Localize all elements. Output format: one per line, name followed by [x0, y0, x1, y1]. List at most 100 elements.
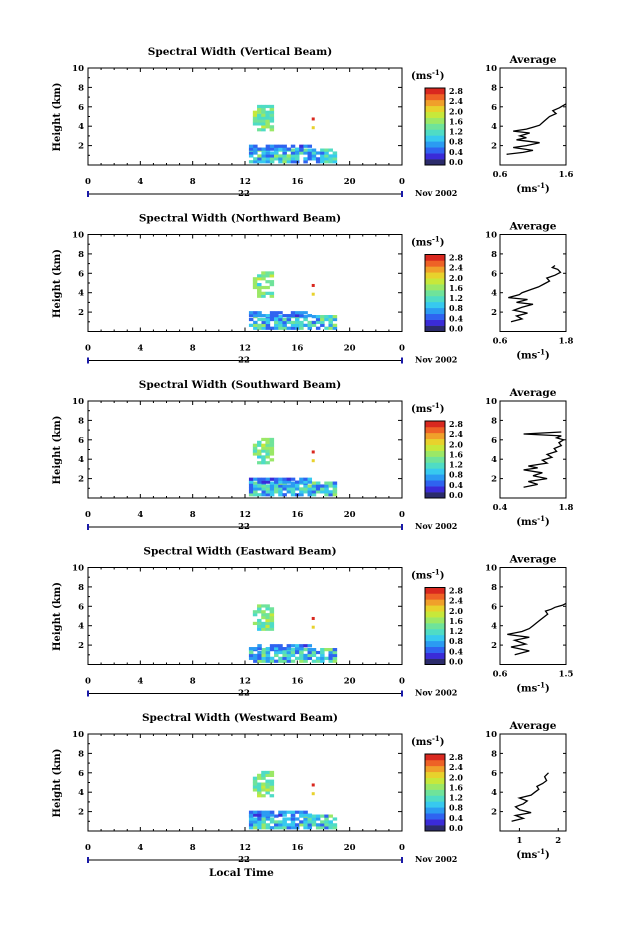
panel-3: Spectral Width (Eastward Beam) 2 4 6 8 10 0 4 8 1…	[52, 546, 573, 699]
echo-cell	[278, 647, 283, 651]
echo-cell	[303, 317, 308, 322]
echo-cell	[253, 151, 258, 155]
echo-dot	[311, 459, 315, 463]
echo-cell	[269, 443, 275, 447]
y-tick-label: 6	[78, 269, 84, 279]
echo-cell	[257, 317, 262, 322]
echo-cell	[307, 151, 313, 155]
echo-cell	[311, 323, 317, 327]
echo-cell	[303, 826, 308, 830]
echo-cell	[299, 151, 304, 155]
echo-cell	[290, 487, 296, 491]
echo-cell	[252, 110, 258, 114]
echo-cell	[265, 446, 270, 450]
echo-cell	[290, 484, 296, 488]
echo-cell	[252, 621, 258, 626]
colorbar-unit-exp: -1	[432, 68, 440, 77]
echo-cell	[257, 653, 262, 658]
echo-cell	[261, 113, 266, 117]
y-axis-label: Height (km)	[52, 83, 63, 152]
echo-cell	[290, 817, 296, 821]
average-x-label-exp: -1	[537, 514, 545, 523]
echo-cell	[282, 477, 287, 481]
average-y-tick-label: 6	[491, 269, 497, 279]
echo-cell	[269, 613, 275, 617]
echo-cell	[265, 813, 271, 817]
panel-title: Spectral Width (Northward Beam)	[139, 213, 341, 225]
x-tick-label: 16	[291, 510, 303, 520]
echo-cell	[290, 326, 296, 330]
echo-cell	[332, 493, 338, 497]
echo-cell	[261, 320, 266, 325]
echo-cell	[311, 481, 317, 485]
x-tick-label: 20	[344, 510, 356, 520]
echo-cell	[290, 810, 296, 814]
echo-cell	[299, 823, 304, 827]
echo-cell	[290, 477, 296, 481]
colorbar-tick-label: 2.0	[449, 106, 463, 116]
echo-cell	[324, 154, 329, 158]
echo-cell	[248, 154, 254, 158]
echo-cell	[290, 648, 296, 652]
echo-cell	[286, 326, 292, 330]
echo-cell	[269, 493, 275, 497]
echo-cell	[294, 650, 300, 655]
colorbar-tick-label: 0.8	[449, 636, 463, 646]
colorbar-swatch	[425, 611, 445, 618]
average-x-tick-label: 1.8	[559, 503, 574, 513]
echo-cell	[294, 810, 300, 814]
echo-cell	[261, 659, 266, 663]
echo-cell	[253, 656, 258, 660]
echo-cell	[332, 154, 338, 158]
echo-cell	[332, 315, 338, 319]
echo-cell	[269, 271, 275, 275]
echo-cell	[332, 317, 338, 322]
echo-cell	[286, 659, 292, 663]
colorbar-tick-label: 1.6	[449, 782, 463, 792]
echo-cell	[253, 484, 258, 488]
echo-cell	[257, 104, 262, 109]
echo-cell	[282, 493, 287, 497]
y-tick-label: 8	[78, 83, 84, 93]
y-tick-label: 6	[78, 436, 84, 446]
echo-cell	[265, 823, 271, 827]
echo-cell	[332, 323, 338, 327]
colorbar-swatch	[425, 819, 445, 826]
colorbar-swatch	[425, 480, 445, 487]
echo-cell	[278, 659, 283, 663]
echo-dot	[311, 117, 315, 121]
echo-cell	[324, 487, 329, 491]
echo-cell	[299, 813, 304, 817]
colorbar-swatch	[425, 593, 445, 600]
echo-cell	[253, 311, 258, 315]
echo-cell	[269, 119, 275, 123]
echo-cell	[282, 151, 287, 155]
echo-cell	[253, 481, 258, 485]
echo-cell	[299, 477, 304, 481]
y-axis-label: Height (km)	[52, 416, 63, 485]
colorbar-swatch	[425, 617, 445, 624]
echo-cell	[265, 280, 270, 284]
colorbar-swatch	[425, 771, 445, 778]
echo-cell	[252, 119, 258, 123]
echo-cell	[265, 785, 270, 789]
echo-cell	[282, 326, 287, 330]
colorbar-swatch	[425, 486, 445, 493]
echo-cell	[320, 160, 325, 164]
echo-cell	[265, 616, 270, 620]
echo-cell	[253, 813, 258, 817]
echo-cell	[261, 493, 266, 497]
y-tick-label: 4	[78, 788, 84, 798]
echo-cell	[269, 785, 275, 789]
echo-cell	[311, 154, 317, 158]
echo-cell	[299, 314, 304, 318]
echo-cell	[282, 317, 287, 322]
echo-cell	[286, 817, 292, 821]
echo-cell	[311, 148, 317, 152]
y-tick-label: 4	[78, 622, 84, 632]
echo-cell	[265, 314, 271, 318]
plot-frame	[87, 400, 403, 499]
x-tick-label: 0	[85, 177, 91, 187]
echo-cell	[265, 323, 271, 327]
colorbar-swatch	[425, 450, 445, 457]
